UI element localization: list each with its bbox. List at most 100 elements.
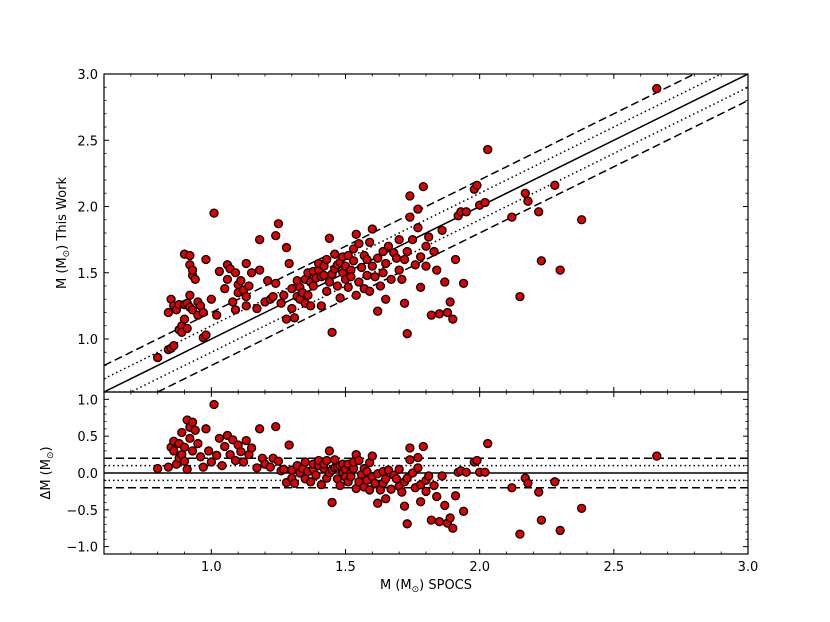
bottom-data-point — [424, 471, 434, 481]
bottom-data-point — [386, 484, 396, 494]
top-data-point — [271, 278, 281, 289]
top-data-point — [354, 277, 364, 287]
top-y-label-sub: ⊙ — [62, 250, 72, 258]
top-data-point — [281, 314, 292, 324]
top-y-tick-label: 1.0 — [77, 333, 98, 348]
top-data-point — [370, 272, 380, 282]
bottom-data-point — [461, 467, 471, 477]
top-data-point — [287, 283, 297, 294]
bottom-data-point — [187, 446, 198, 456]
bottom-data-point — [472, 455, 482, 466]
top-data-point — [480, 197, 490, 208]
bottom-y-tick-label: 0.5 — [77, 430, 98, 445]
top-data-point — [429, 246, 439, 257]
top-data-point — [185, 290, 195, 300]
bottom-x-tick-label: 2.5 — [603, 560, 624, 575]
top-y-tick-label: 2.0 — [77, 201, 98, 216]
top-data-point — [214, 266, 225, 277]
bottom-data-point — [265, 462, 276, 472]
top-data-point — [507, 212, 517, 222]
top-data-point — [163, 307, 174, 318]
top-data-point — [335, 293, 345, 303]
top-data-point — [442, 307, 453, 318]
bottom-data-point — [324, 446, 335, 456]
top-data-point — [289, 313, 300, 323]
top-data-point — [351, 290, 361, 300]
top-data-point — [356, 262, 367, 273]
top-data-point — [190, 274, 200, 285]
top-data-point — [187, 265, 198, 275]
bottom-data-point — [327, 497, 337, 508]
top-data-point — [405, 212, 415, 222]
bottom-data-point — [153, 463, 163, 474]
top-data-point — [279, 290, 289, 300]
top-ref-line-one-to-one — [104, 74, 748, 392]
top-y-tick-label: 3.0 — [77, 68, 98, 83]
bottom-data-point — [163, 462, 174, 472]
bottom-data-point — [432, 491, 442, 502]
bottom-x-tick-label: 3.0 — [738, 560, 759, 575]
top-data-point — [576, 215, 587, 225]
top-data-point — [397, 274, 407, 285]
bottom-data-point — [364, 485, 375, 495]
top-data-point — [445, 297, 455, 307]
bottom-y-label-sub: ⊙ — [46, 452, 56, 460]
top-data-point — [276, 298, 286, 308]
bottom-data-point — [354, 455, 364, 466]
top-data-point — [381, 294, 391, 304]
top-data-point — [550, 180, 560, 190]
top-y-tick-label: 1.5 — [77, 267, 98, 282]
top-data-point — [187, 305, 198, 315]
bottom-data-point — [195, 452, 206, 462]
top-data-point — [378, 246, 388, 257]
bottom-panel: 1.0 1.5 2.0 2.5 3.01.00.50.0−0.5−1.0 ΔM (M⊙)… — [39, 391, 759, 595]
top-data-point — [220, 283, 230, 294]
bottom-ticks: 1.0 1.5 2.0 2.5 3.0 1.0 0.5 0.0 −0.5 −1.0 — [66, 391, 759, 575]
bottom-data-point — [185, 433, 195, 444]
top-scatter-points — [153, 83, 662, 363]
top-data-point — [254, 265, 265, 275]
bottom-data-point — [190, 425, 200, 435]
bottom-data-point — [515, 529, 525, 539]
bottom-data-point — [421, 486, 431, 497]
top-data-point — [324, 277, 335, 287]
top-data-point — [230, 268, 241, 278]
top-data-point — [362, 254, 372, 265]
top-data-point — [413, 223, 423, 233]
bottom-scatter-points — [153, 399, 662, 539]
bottom-x-label-main: M (M — [380, 578, 412, 593]
top-data-point — [332, 281, 343, 291]
bottom-data-point — [426, 515, 437, 525]
bottom-data-point — [381, 494, 391, 504]
top-data-point — [236, 276, 246, 286]
top-data-point — [182, 323, 192, 334]
top-data-point — [287, 303, 297, 314]
top-data-point — [399, 298, 410, 308]
bottom-data-point — [241, 435, 251, 446]
top-data-point — [284, 258, 294, 269]
bottom-data-point — [182, 464, 192, 474]
top-y-label-main: M (M — [55, 257, 70, 289]
top-data-point — [185, 250, 195, 261]
top-data-point — [378, 268, 388, 278]
bottom-data-point — [405, 455, 415, 465]
bottom-y-axis-label: ΔM (M⊙) — [39, 446, 56, 499]
top-data-point — [246, 268, 257, 278]
bottom-data-point — [381, 474, 391, 484]
top-data-point — [437, 225, 447, 236]
top-ref-line-minus-0.1 — [129, 86, 748, 392]
top-data-point — [394, 234, 404, 245]
bottom-data-point — [483, 438, 493, 449]
top-data-point — [373, 306, 383, 316]
bottom-data-point — [254, 424, 265, 434]
bottom-data-point — [179, 442, 190, 452]
bottom-x-tick-label: 1.5 — [335, 560, 356, 575]
bottom-data-point — [450, 491, 461, 501]
bottom-data-point — [458, 506, 469, 516]
bottom-data-point — [193, 438, 203, 449]
bottom-y-tick-label: −0.5 — [66, 504, 98, 519]
top-data-point — [391, 253, 402, 263]
bottom-data-point — [179, 456, 190, 466]
bottom-data-point — [405, 443, 415, 453]
bottom-data-point — [203, 446, 214, 456]
